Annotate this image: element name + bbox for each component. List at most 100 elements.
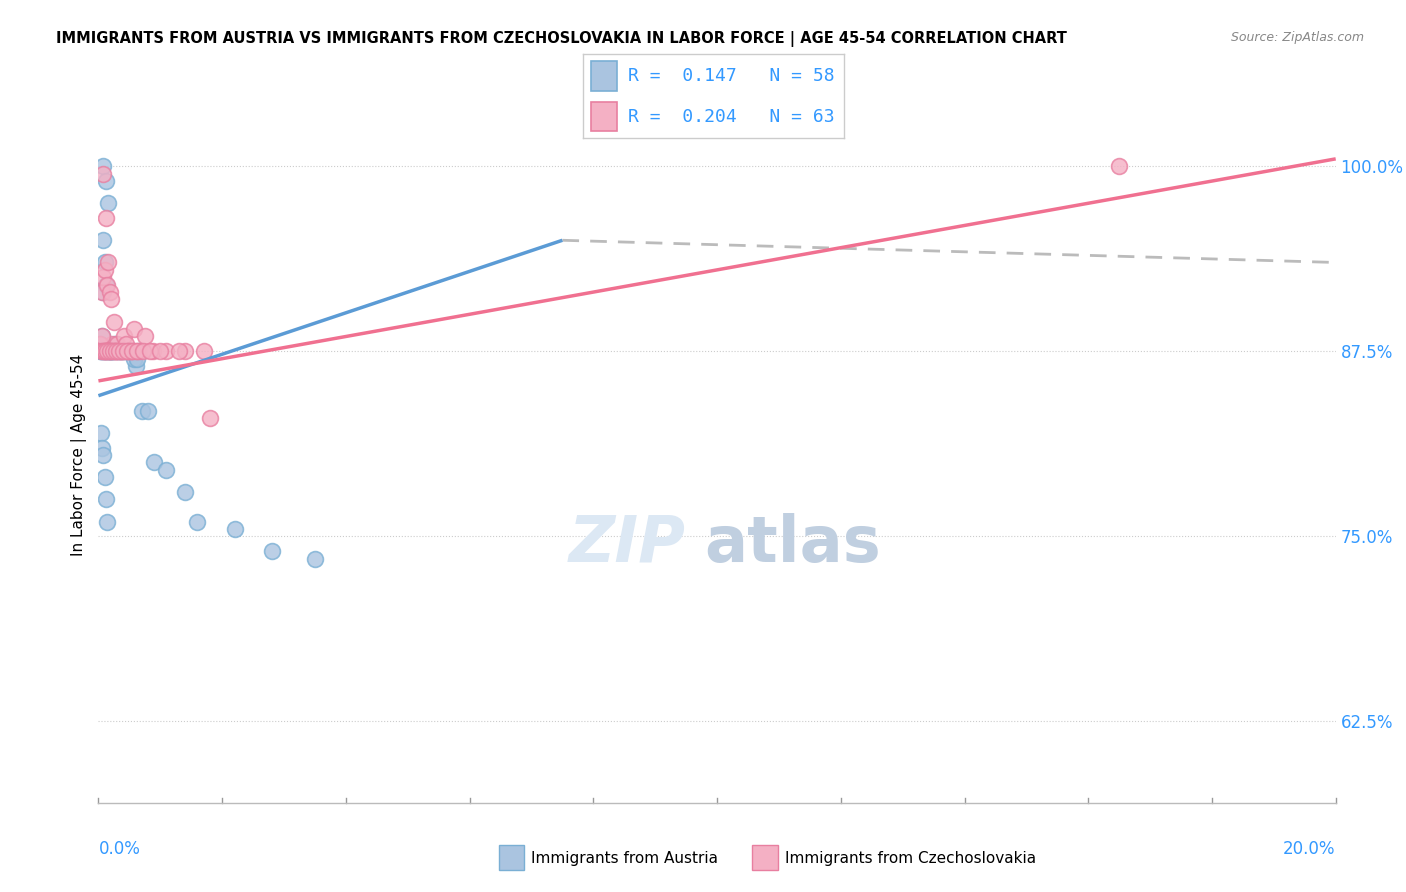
Text: ZIP: ZIP (569, 513, 686, 574)
Point (260, 544, 283, 558)
Point (103, 344, 125, 359)
Point (108, 344, 131, 359)
Point (97, 344, 120, 359)
Point (91, 344, 114, 359)
Point (101, 344, 124, 359)
Point (93, 470, 115, 484)
Point (134, 329, 156, 343)
Text: 0.0%: 0.0% (98, 839, 141, 858)
Point (115, 344, 138, 359)
Text: R =  0.204   N = 63: R = 0.204 N = 63 (627, 108, 834, 126)
Point (143, 455, 166, 469)
Point (131, 403, 153, 417)
Point (100, 344, 122, 359)
Point (93, 159, 115, 173)
Point (94, 277, 117, 292)
Point (115, 344, 138, 359)
Point (110, 344, 132, 359)
Point (100, 293, 122, 307)
Point (112, 344, 135, 359)
Point (108, 344, 131, 359)
Point (103, 315, 125, 329)
Point (93, 233, 115, 247)
Point (90, 344, 112, 359)
Point (105, 344, 128, 359)
Point (124, 344, 146, 359)
Point (90, 344, 112, 359)
FancyBboxPatch shape (592, 62, 617, 91)
Text: R =  0.147   N = 58: R = 0.147 N = 58 (627, 68, 834, 86)
Point (91, 270, 114, 285)
Point (91, 344, 114, 359)
Point (98, 344, 121, 359)
Text: Immigrants from Czechoslovakia: Immigrants from Czechoslovakia (785, 851, 1036, 865)
Point (104, 344, 127, 359)
Point (107, 344, 129, 359)
Point (128, 344, 150, 359)
Point (117, 344, 139, 359)
Point (93, 263, 115, 277)
Point (96, 344, 118, 359)
Point (90, 285, 112, 299)
Point (93, 448, 115, 462)
Point (98, 344, 121, 359)
Point (224, 522, 246, 536)
Point (103, 344, 125, 359)
FancyBboxPatch shape (592, 102, 617, 131)
Point (193, 344, 215, 359)
Point (1108, 159, 1130, 173)
Point (96, 344, 118, 359)
Point (94, 211, 117, 225)
Point (139, 344, 162, 359)
Point (105, 337, 128, 351)
Text: atlas: atlas (704, 513, 882, 574)
Point (104, 344, 127, 359)
Point (93, 285, 115, 299)
Point (118, 344, 141, 359)
Point (121, 344, 143, 359)
Text: 20.0%: 20.0% (1284, 839, 1336, 858)
Point (128, 344, 150, 359)
Point (101, 337, 124, 351)
Point (155, 344, 177, 359)
Point (118, 344, 141, 359)
Point (91, 344, 114, 359)
Point (186, 515, 208, 529)
Text: IMMIGRANTS FROM AUSTRIA VS IMMIGRANTS FROM CZECHOSLOVAKIA IN LABOR FORCE | AGE 4: IMMIGRANTS FROM AUSTRIA VS IMMIGRANTS FR… (56, 31, 1067, 47)
Point (96, 277, 118, 292)
Point (142, 344, 165, 359)
Point (112, 344, 135, 359)
Point (121, 344, 143, 359)
Point (104, 337, 127, 351)
Point (114, 337, 136, 351)
Point (174, 484, 197, 499)
Text: Immigrants from Austria: Immigrants from Austria (531, 851, 718, 865)
Point (174, 344, 197, 359)
Point (90, 329, 112, 343)
Point (90, 425, 112, 440)
Point (155, 463, 177, 477)
Point (125, 344, 148, 359)
Point (93, 344, 115, 359)
Point (132, 344, 155, 359)
Point (93, 344, 115, 359)
Point (89, 337, 111, 351)
Point (97, 344, 120, 359)
Point (112, 329, 135, 343)
Point (93, 255, 115, 269)
Point (103, 337, 125, 351)
Point (198, 411, 221, 425)
Point (96, 344, 118, 359)
Point (98, 285, 121, 299)
Point (304, 551, 326, 566)
Point (91, 329, 114, 343)
Point (97, 255, 120, 269)
Point (94, 344, 117, 359)
Point (149, 344, 172, 359)
Point (124, 359, 146, 373)
Point (120, 344, 142, 359)
Point (93, 344, 115, 359)
Point (97, 344, 120, 359)
Point (124, 322, 146, 336)
Point (124, 351, 146, 366)
